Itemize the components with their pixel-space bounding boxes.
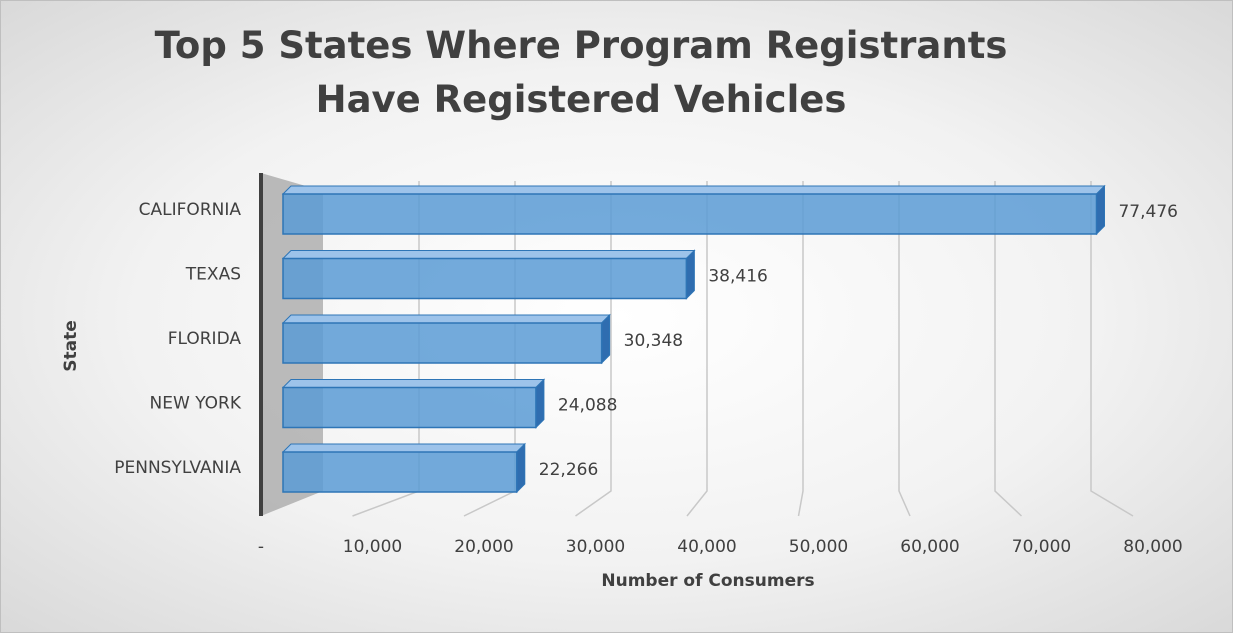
x-tick-label: 60,000 (900, 537, 959, 557)
bar-top (281, 443, 527, 453)
grid-line (686, 181, 708, 517)
y-tick-label: TEXAS (185, 265, 241, 285)
grid-line (898, 181, 911, 517)
x-tick-label: 50,000 (789, 537, 848, 557)
y-tick-label: NEW YORK (150, 394, 242, 414)
bar-side (516, 442, 526, 494)
data-label: 38,416 (708, 267, 767, 287)
x-tick-label: 70,000 (1012, 537, 1071, 557)
x-tick-label: 10,000 (343, 537, 402, 557)
bar-top (281, 314, 611, 324)
bar-side (685, 249, 695, 300)
bar-top (281, 250, 696, 259)
bar-side (1095, 184, 1105, 236)
data-label: 22,266 (539, 460, 598, 480)
grid-line (797, 181, 804, 517)
data-label: 30,348 (624, 331, 683, 351)
x-tick-label: 30,000 (566, 537, 625, 557)
grid-line (994, 181, 1023, 517)
bar-side (601, 313, 611, 365)
grid-line (1090, 181, 1134, 517)
bar (282, 451, 518, 493)
x-tick-label: - (258, 537, 264, 557)
x-axis-title: Number of Consumers (601, 571, 814, 591)
data-label: 24,088 (558, 396, 617, 416)
y-tick-label: CALIFORNIA (139, 200, 242, 220)
bar-side (535, 378, 545, 429)
data-label: 77,476 (1118, 202, 1177, 222)
x-tick-label: 40,000 (677, 537, 736, 557)
x-tick-label: 20,000 (454, 537, 513, 557)
x-tick-label: 80,000 (1123, 537, 1182, 557)
bar (282, 322, 603, 364)
bar (282, 386, 537, 429)
chart-title: Top 5 States Where Program Registrants H… (154, 24, 1008, 121)
bar-top (281, 185, 1106, 195)
bar (282, 257, 688, 300)
y-tick-label: PENNSYLVANIA (114, 458, 241, 478)
y-tick-label: FLORIDA (168, 329, 242, 349)
y-axis-title: State (61, 320, 81, 372)
bar-top (281, 379, 546, 388)
bar (282, 193, 1098, 235)
